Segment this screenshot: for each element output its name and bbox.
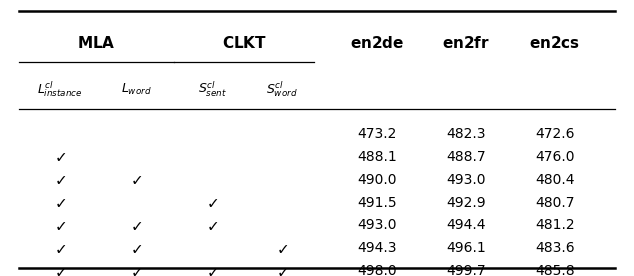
Text: 473.2: 473.2 xyxy=(358,127,397,141)
Text: 490.0: 490.0 xyxy=(358,173,397,187)
Text: 481.2: 481.2 xyxy=(535,219,574,232)
Text: 480.7: 480.7 xyxy=(535,196,574,209)
Text: 496.1: 496.1 xyxy=(446,242,486,255)
Text: $S^{cl}_{word}$: $S^{cl}_{word}$ xyxy=(266,80,298,99)
Text: $\checkmark$: $\checkmark$ xyxy=(206,218,219,233)
Text: $\checkmark$: $\checkmark$ xyxy=(54,149,67,164)
Text: $\bf{MLA}$: $\bf{MLA}$ xyxy=(77,35,116,51)
Text: 485.8: 485.8 xyxy=(535,264,574,276)
Text: $\checkmark$: $\checkmark$ xyxy=(206,264,219,276)
Text: $\checkmark$: $\checkmark$ xyxy=(130,264,143,276)
Text: $\checkmark$: $\checkmark$ xyxy=(130,218,143,233)
Text: 494.4: 494.4 xyxy=(446,219,486,232)
Text: 498.0: 498.0 xyxy=(358,264,397,276)
Text: $\checkmark$: $\checkmark$ xyxy=(54,241,67,256)
Text: 483.6: 483.6 xyxy=(535,242,574,255)
Text: $L_{word}$: $L_{word}$ xyxy=(121,82,152,97)
Text: $\checkmark$: $\checkmark$ xyxy=(54,195,67,210)
Text: 491.5: 491.5 xyxy=(358,196,397,209)
Text: 493.0: 493.0 xyxy=(358,219,397,232)
Text: 472.6: 472.6 xyxy=(535,127,574,141)
Text: $\bf{en2fr}$: $\bf{en2fr}$ xyxy=(442,35,490,51)
Text: 492.9: 492.9 xyxy=(446,196,486,209)
Text: $\checkmark$: $\checkmark$ xyxy=(54,218,67,233)
Text: 476.0: 476.0 xyxy=(535,150,574,164)
Text: $\checkmark$: $\checkmark$ xyxy=(276,241,288,256)
Text: 499.7: 499.7 xyxy=(446,264,486,276)
Text: $L^{cl}_{instance}$: $L^{cl}_{instance}$ xyxy=(37,80,83,99)
Text: 480.4: 480.4 xyxy=(535,173,574,187)
Text: $\checkmark$: $\checkmark$ xyxy=(54,264,67,276)
Text: $S^{cl}_{sent}$: $S^{cl}_{sent}$ xyxy=(198,80,227,99)
Text: $\checkmark$: $\checkmark$ xyxy=(54,172,67,187)
Text: 493.0: 493.0 xyxy=(446,173,486,187)
Text: $\checkmark$: $\checkmark$ xyxy=(130,172,143,187)
Text: $\checkmark$: $\checkmark$ xyxy=(276,264,288,276)
Text: 488.7: 488.7 xyxy=(446,150,486,164)
Text: $\bf{en2de}$: $\bf{en2de}$ xyxy=(350,35,404,51)
Text: 494.3: 494.3 xyxy=(358,242,397,255)
Text: 488.1: 488.1 xyxy=(358,150,397,164)
Text: $\checkmark$: $\checkmark$ xyxy=(206,195,219,210)
Text: $\bf{en2cs}$: $\bf{en2cs}$ xyxy=(529,35,580,51)
Text: 482.3: 482.3 xyxy=(446,127,486,141)
Text: $\bf{CLKT}$: $\bf{CLKT}$ xyxy=(221,35,267,51)
Text: $\checkmark$: $\checkmark$ xyxy=(130,241,143,256)
